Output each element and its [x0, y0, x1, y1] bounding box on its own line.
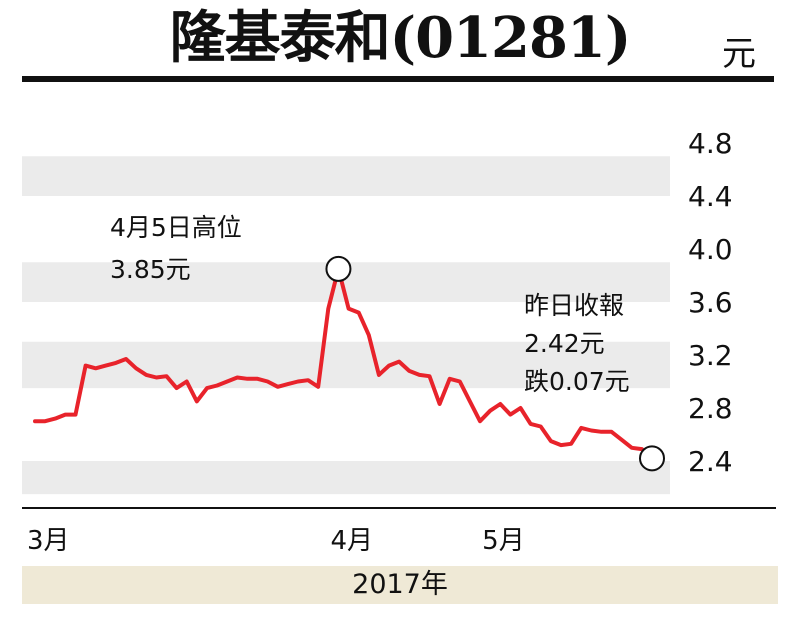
- y-tick-label: 2.8: [688, 392, 733, 425]
- y-tick-label: 4.4: [688, 180, 733, 213]
- year-label: 2017年: [352, 569, 448, 600]
- unit-label: 元: [722, 34, 756, 74]
- year-bar: 2017年: [22, 566, 778, 604]
- title-rule: [22, 76, 774, 82]
- y-tick-label: 2.4: [688, 445, 733, 478]
- price-line: [33, 266, 654, 461]
- y-tick-label: 4.0: [688, 233, 733, 266]
- y-tick-label: 3.6: [688, 286, 733, 319]
- close-annotation-value: 2.42元: [524, 329, 605, 358]
- grid-band: [22, 461, 670, 495]
- x-tick-label: 5月: [482, 526, 525, 556]
- x-axis-labels: 3月 4月 5月: [27, 526, 525, 556]
- y-tick-label: 3.2: [688, 339, 733, 372]
- high-annotation-value: 3.85元: [110, 255, 191, 284]
- x-tick-label: 4月: [330, 526, 373, 556]
- high-marker: [325, 255, 352, 282]
- chart-title: 隆基泰和(01281): [169, 5, 632, 71]
- point-markers: [325, 255, 665, 472]
- close-annotation-heading: 昨日收報: [524, 291, 624, 320]
- x-tick-label: 3月: [27, 526, 70, 556]
- high-annotation-date: 4月5日高位: [110, 213, 242, 242]
- close-marker: [639, 445, 665, 472]
- close-annotation-change: 跌0.07元: [524, 367, 630, 396]
- y-tick-label: 4.8: [688, 127, 733, 160]
- y-axis-ticks: 4.8 4.4 4.0 3.6 3.2 2.8 2.4: [688, 127, 733, 478]
- grid-band: [22, 156, 670, 196]
